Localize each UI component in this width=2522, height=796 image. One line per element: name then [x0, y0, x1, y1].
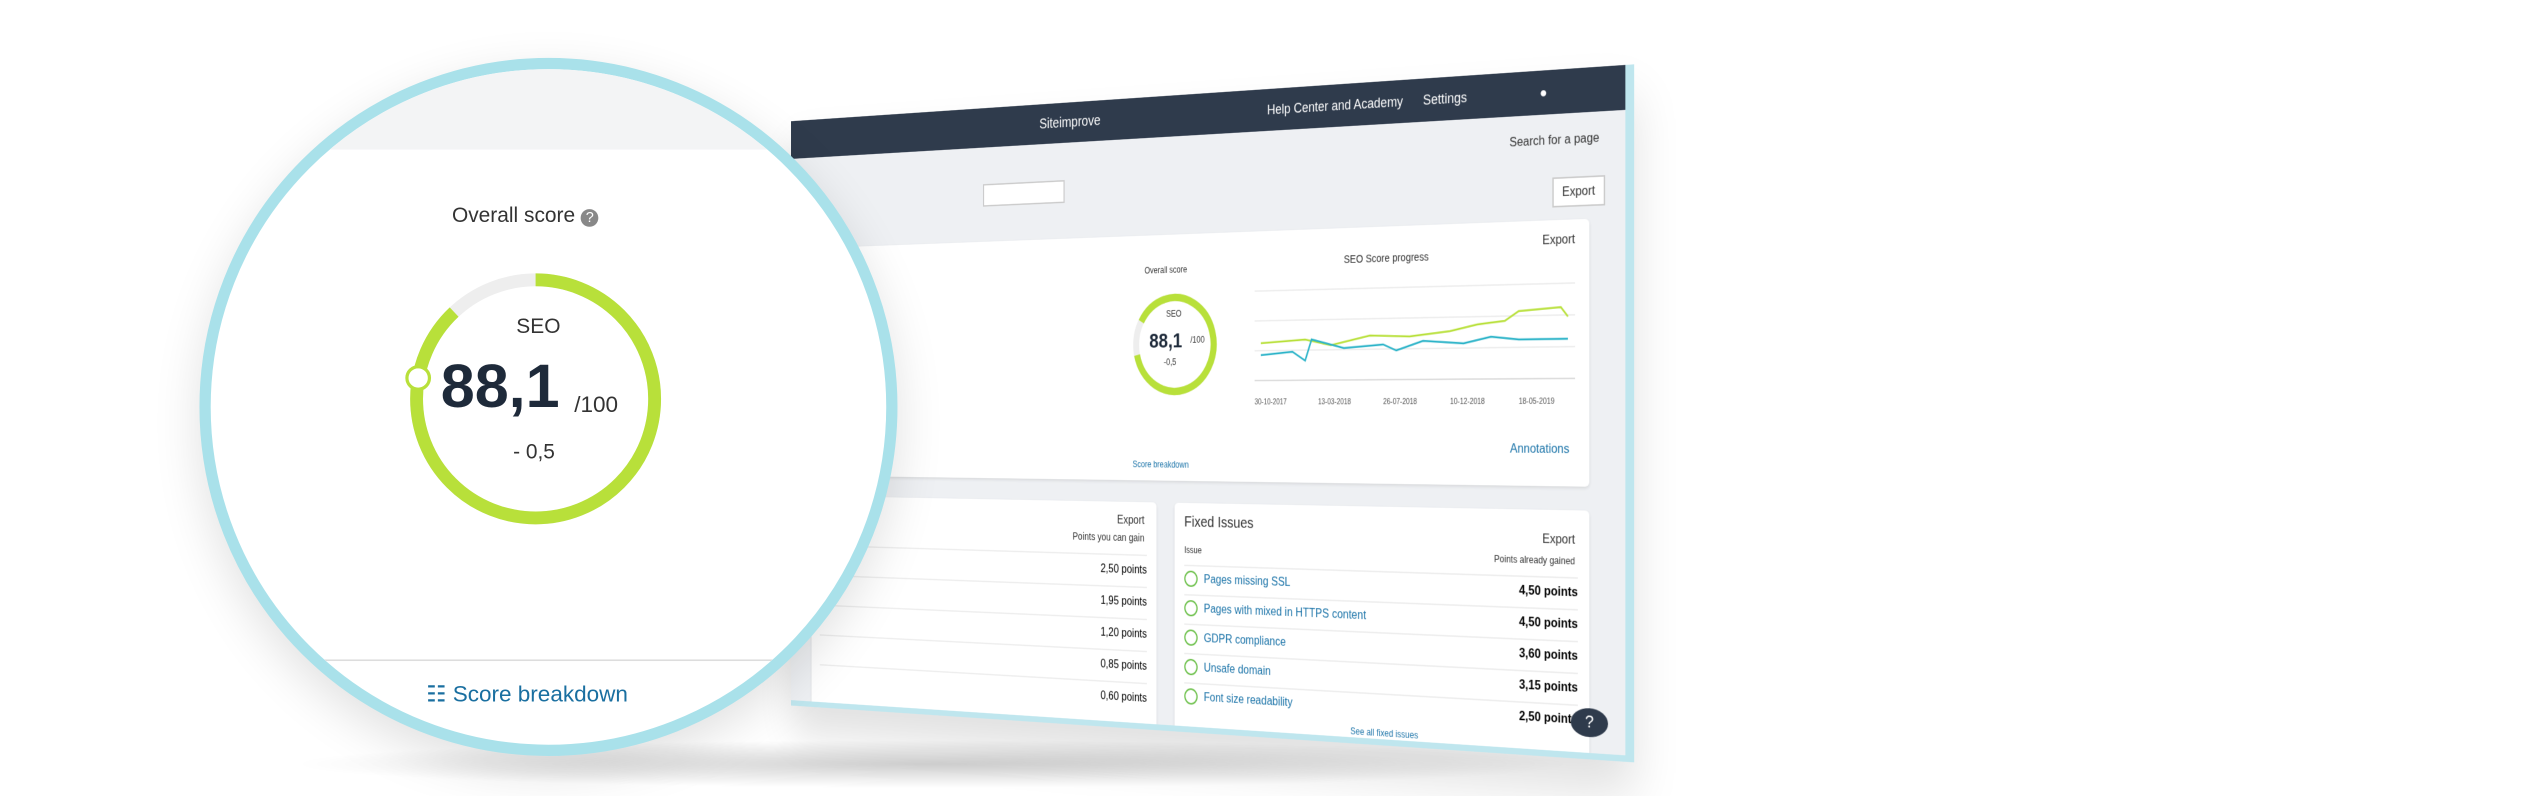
issue-name: Pages with mixed in HTTPS content [1203, 602, 1367, 623]
zoom-label: SEO [516, 313, 561, 338]
chart-title: SEO Score progress [1343, 252, 1429, 267]
date-axis: 30-10-2017 13-03-2018 26-07-2018 10-12-2018… [1255, 397, 1575, 413]
issue-name: Unsafe domain [1203, 661, 1271, 679]
potential-points: 0,60 points [1100, 688, 1147, 705]
check-icon [1184, 599, 1198, 617]
score-chart [1255, 275, 1575, 395]
potential-points: 1,20 points [1100, 625, 1147, 641]
potential-export[interactable]: Export [1117, 513, 1145, 527]
zoom-link-text[interactable]: Score breakdown [452, 680, 628, 707]
check-icon [1184, 687, 1198, 705]
fixed-title: Fixed Issues [1184, 514, 1254, 533]
zoom-link[interactable]: ☷ Score breakdown [426, 680, 628, 707]
user-icon[interactable]: ● [1539, 84, 1548, 101]
zoom-score: 88,1 [440, 353, 560, 422]
annotations-link[interactable]: Annotations [1509, 441, 1570, 457]
check-icon [1184, 629, 1198, 647]
app-name: Siteimprove [1039, 113, 1101, 133]
overview-score: 88,1 [1149, 328, 1183, 353]
breakdown-link[interactable]: Score breakdown [1132, 461, 1189, 471]
potential-column: Points you can gain [1072, 532, 1145, 545]
col-issue: Issue [1184, 546, 1202, 557]
date-label: 13-03-2018 [1317, 398, 1352, 408]
date-label: 18-05-2019 [1518, 397, 1555, 408]
potential-points: 2,50 points [1100, 561, 1147, 577]
potential-points: 1,95 points [1100, 593, 1147, 609]
nav-bar: Siteimprove Help Center and Academy Sett… [791, 64, 1626, 159]
info-icon[interactable]: ? [580, 209, 599, 227]
check-icon [1184, 658, 1198, 676]
zoom-gauge [405, 273, 662, 525]
issue-name: Pages missing SSL [1203, 572, 1291, 590]
zoom-top [210, 69, 887, 150]
zoom-title-text: Overall score [451, 202, 576, 227]
search[interactable]: Search for a page [1509, 130, 1600, 150]
overview-label: SEO [1166, 310, 1182, 320]
chart-export[interactable]: Export [1542, 232, 1576, 248]
zoom-title: Overall score ? [452, 203, 599, 227]
issue-points: 2,50 points [1518, 709, 1578, 727]
date-label: 10-12-2018 [1449, 397, 1485, 408]
overview-change: -0,5 [1163, 359, 1177, 369]
overview-card: Overall score SEO 88,1 /100 -0,5 SEO Sco… [811, 218, 1590, 487]
issue-points: 3,15 points [1518, 677, 1578, 695]
zoom-circle: Overall score ? SEO 88,1 /100 - 0,5 ☷ Sc… [199, 57, 898, 756]
dropdown[interactable] [982, 180, 1065, 207]
fixed-card: Fixed Issues Export Issue Points already… [1174, 502, 1590, 763]
help-menu[interactable]: Help Center and Academy [1267, 93, 1404, 118]
issue-points: 3,60 points [1518, 646, 1578, 664]
potential-points: 0,85 points [1100, 657, 1147, 673]
col-points: Points already gained [1494, 555, 1576, 568]
date-label: 30-10-2017 [1254, 398, 1287, 408]
export-button[interactable]: Export [1552, 175, 1606, 208]
app-screenshot: Siteimprove Help Center and Academy Sett… [791, 64, 1635, 763]
fixed-export[interactable]: Export [1542, 531, 1576, 547]
date-label: 26-07-2018 [1383, 397, 1418, 408]
check-icon [1184, 570, 1198, 588]
zoom-change: - 0,5 [513, 439, 555, 464]
issue-points: 4,50 points [1518, 583, 1578, 600]
issue-name: Font size readability [1203, 690, 1293, 710]
overview-score-title: Overall score [1144, 266, 1188, 277]
issue-name: GDPR compliance [1203, 631, 1286, 649]
overview-max: /100 [1190, 336, 1205, 346]
fixed-link[interactable]: See all fixed issues [1350, 728, 1419, 742]
issue-points: 4,50 points [1518, 614, 1578, 632]
zoom-max: /100 [574, 390, 619, 417]
divider [210, 659, 887, 662]
settings-menu[interactable]: Settings [1423, 89, 1468, 108]
